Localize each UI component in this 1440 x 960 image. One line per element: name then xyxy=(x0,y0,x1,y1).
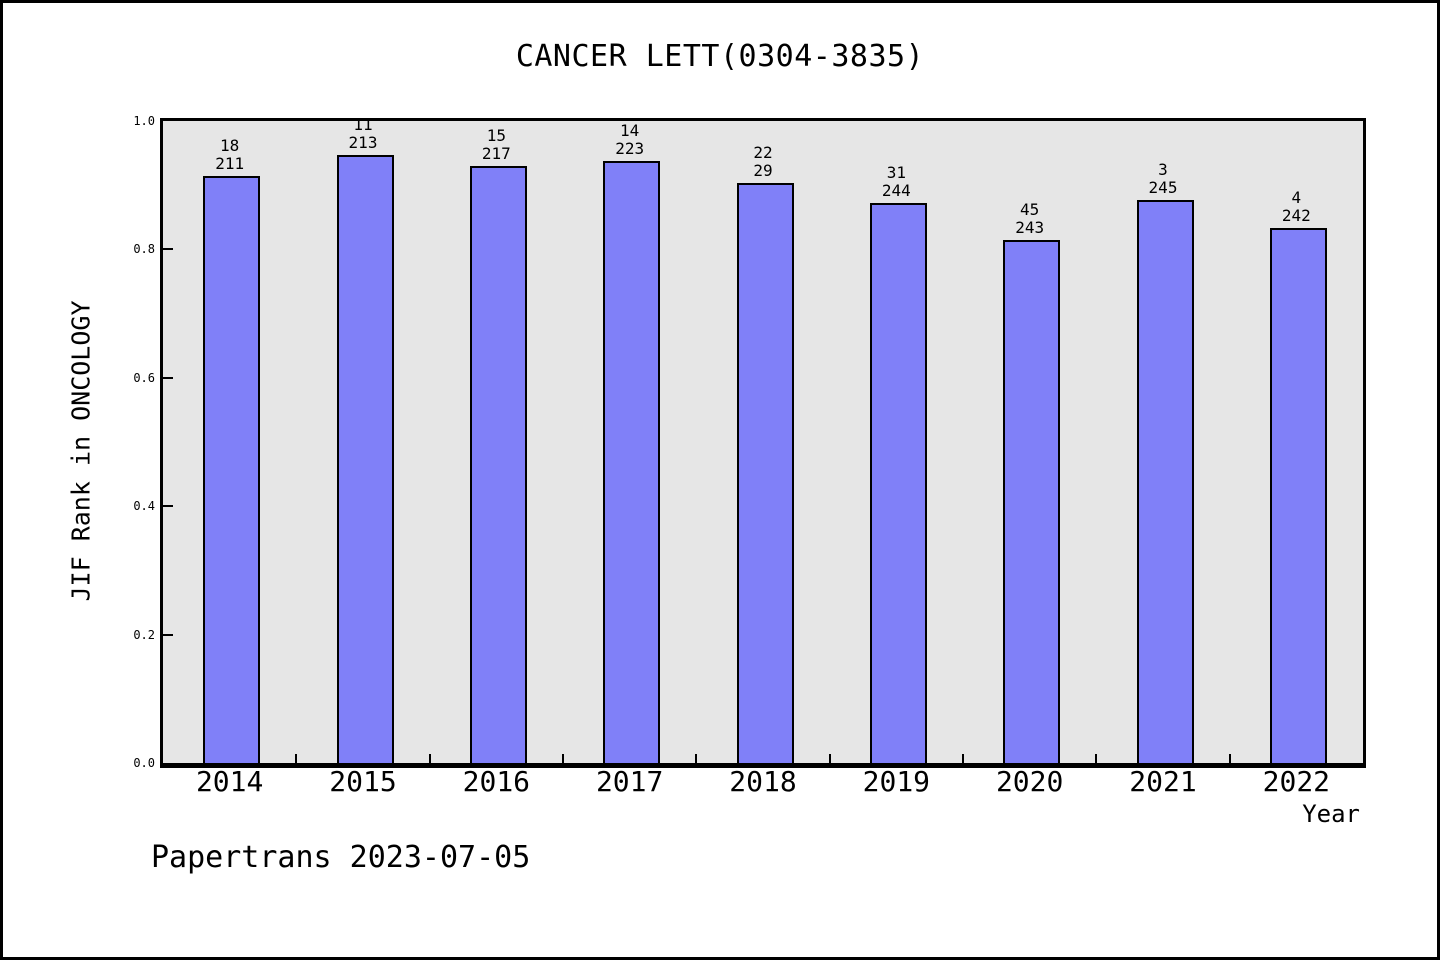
x-tick-label: 2017 xyxy=(595,765,664,798)
footer-text: Papertrans 2023-07-05 xyxy=(151,840,531,875)
y-tick-label: 1.0 xyxy=(133,114,155,128)
x-minor-tick xyxy=(1095,754,1098,763)
bar-value-label: 45 243 xyxy=(1015,200,1045,237)
x-tick-label: 2016 xyxy=(462,765,531,798)
bar-value-label: 18 211 xyxy=(215,136,245,173)
y-tick-mark xyxy=(163,505,173,507)
x-tick-label: 2021 xyxy=(1129,765,1197,798)
bar-value-label: 11 213 xyxy=(348,115,378,152)
y-axis-label: JIF Rank in ONCOLOGY xyxy=(66,300,96,602)
bar xyxy=(869,203,927,763)
y-tick-label: 0.6 xyxy=(133,370,155,385)
x-axis-label: Year xyxy=(1302,800,1360,828)
x-tick-label: 2019 xyxy=(862,765,931,798)
x-tick-label: 2014 xyxy=(195,765,264,798)
x-minor-tick xyxy=(295,754,298,763)
y-tick-label: 0.8 xyxy=(133,242,155,257)
bar-value-label: 14 223 xyxy=(615,121,645,158)
x-minor-tick xyxy=(828,754,831,763)
x-tick-label: 2020 xyxy=(995,765,1064,798)
bar-value-label: 31 244 xyxy=(881,163,911,200)
bar xyxy=(1136,200,1194,763)
x-tick-label: 2018 xyxy=(729,765,797,798)
bar xyxy=(469,166,527,763)
x-minor-tick xyxy=(962,754,964,763)
y-tick-label: 0.4 xyxy=(133,499,155,514)
bar xyxy=(736,183,794,763)
x-minor-tick xyxy=(1228,754,1231,763)
y-tick-label: 0.2 xyxy=(133,627,155,642)
y-tick-mark xyxy=(163,634,173,636)
bar xyxy=(1003,240,1061,763)
bar xyxy=(603,161,661,763)
x-tick-label: 2022 xyxy=(1262,765,1331,798)
bar-value-label: 4 242 xyxy=(1281,188,1311,225)
x-minor-tick xyxy=(695,754,698,763)
x-tick-label: 2015 xyxy=(329,765,397,798)
x-minor-tick xyxy=(562,754,564,763)
bar xyxy=(203,176,261,763)
chart-title: CANCER LETT(0304-3835) xyxy=(515,39,925,74)
bar-value-label: 22 29 xyxy=(753,143,773,180)
plot-area: 18 211 11 213 15 217 14 223 22 29 31 244 45 24… xyxy=(160,115,1366,768)
y-tick-label: 0.0 xyxy=(133,756,155,770)
x-minor-tick xyxy=(428,754,431,763)
bar xyxy=(336,155,394,763)
bar-value-label: 3 245 xyxy=(1148,160,1178,197)
bar-value-label: 15 217 xyxy=(481,126,511,163)
y-tick-mark xyxy=(163,248,173,250)
bar xyxy=(1269,228,1327,763)
y-tick-mark xyxy=(163,377,173,379)
